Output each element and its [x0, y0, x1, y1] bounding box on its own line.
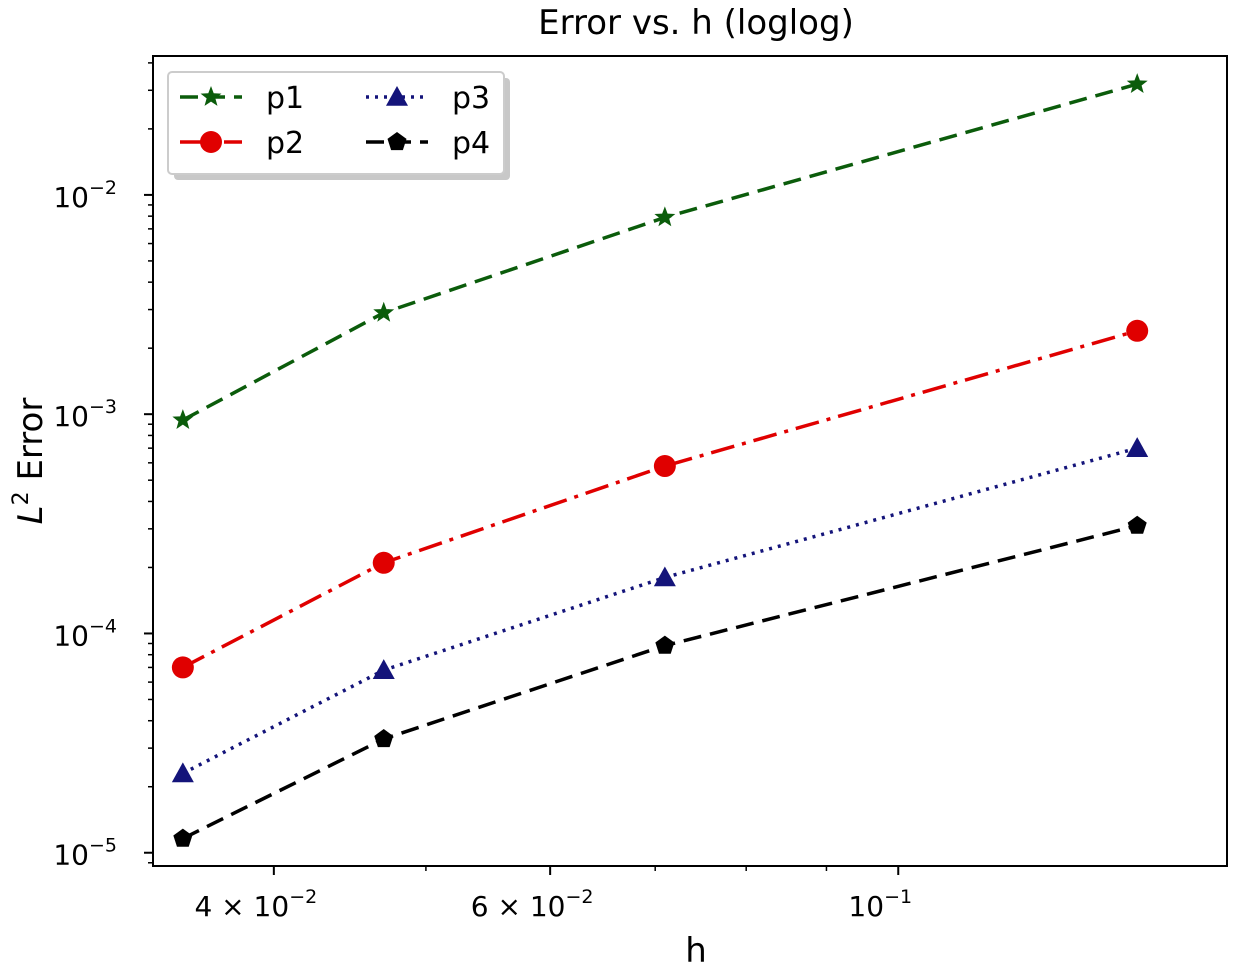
y-tick-label-base: 10	[53, 181, 89, 214]
x-tick-label-exp: −2	[566, 886, 594, 908]
data-point-p3	[653, 566, 676, 587]
x-tick-label-base: 10	[848, 890, 884, 923]
chart-title: Error vs. h (loglog)	[538, 3, 854, 43]
y-tick-label: 10−5	[53, 835, 117, 872]
data-point-p4	[173, 828, 193, 847]
data-point-p2	[1126, 319, 1149, 342]
y-tick-label-exp: −4	[89, 615, 117, 637]
legend-item-p3: p3	[366, 81, 490, 116]
series-layer	[171, 73, 1149, 847]
series-p3	[171, 437, 1149, 783]
y-axis-label: L2 Error	[9, 398, 51, 525]
x-tick-label-exp: −1	[884, 886, 912, 908]
legend-label: p3	[452, 81, 490, 116]
x-tick-label: 10−1	[848, 886, 912, 923]
y-tick-label-base: 10	[53, 839, 89, 872]
y-tick-label-exp: −2	[89, 177, 117, 199]
x-axis-ticks: 4 × 10−2 6 × 10−2 10−1	[194, 866, 912, 923]
plot-area: 4 × 10−2 6 × 10−2 10−1 10−510−410−310−2	[53, 55, 1228, 923]
data-point-p1	[654, 206, 676, 227]
legend-marker	[387, 132, 407, 151]
legend-label: p2	[266, 126, 304, 161]
legend: p1 p2 p3 p4	[167, 71, 510, 180]
plot-frame	[152, 55, 1228, 867]
y-tick-label-exp: −3	[89, 396, 117, 418]
legend-marker	[386, 86, 408, 106]
data-point-p3	[372, 659, 395, 679]
series-line-p1	[181, 82, 1138, 422]
legend-items: p1 p2 p3 p4	[180, 81, 490, 161]
data-point-p1	[1126, 73, 1148, 94]
y-axis-label-sup: 2	[9, 491, 34, 505]
y-tick-label: 10−3	[53, 396, 117, 433]
data-point-p3	[1126, 437, 1149, 457]
legend-label: p4	[452, 126, 490, 161]
data-point-p3	[171, 762, 194, 783]
y-axis-label-base: L	[11, 505, 51, 524]
legend-item-p2: p2	[180, 126, 304, 161]
y-tick-label: 10−2	[53, 177, 117, 214]
series-p1	[172, 73, 1148, 429]
y-tick-label: 10−4	[53, 615, 117, 652]
x-axis-label: h	[685, 931, 707, 970]
series-p4	[173, 515, 1147, 847]
legend-marker	[200, 131, 222, 153]
data-point-p4	[1127, 515, 1147, 534]
y-axis-label-rest: Error	[11, 398, 51, 492]
data-point-p1	[373, 301, 395, 322]
data-point-p4	[374, 729, 394, 748]
series-line-p3	[182, 446, 1138, 775]
legend-marker	[200, 86, 222, 106]
x-tick-label: 6 × 10−2	[471, 886, 594, 923]
data-point-p4	[655, 635, 675, 654]
data-point-p2	[171, 656, 194, 679]
legend-item-p4: p4	[366, 126, 490, 161]
y-tick-label-exp: −5	[89, 835, 117, 857]
series-line-p2	[181, 329, 1138, 669]
y-tick-label-base: 10	[53, 619, 89, 652]
series-line-p4	[182, 524, 1138, 841]
data-point-p2	[653, 455, 676, 478]
x-tick-label-base: 4 × 10	[194, 890, 289, 923]
y-axis-ticks: 10−510−410−310−2	[53, 62, 153, 872]
x-tick-label-base: 6 × 10	[471, 890, 566, 923]
data-point-p1	[172, 409, 194, 429]
y-tick-label-base: 10	[53, 400, 89, 433]
x-tick-label-exp: −2	[289, 886, 317, 908]
legend-label: p1	[266, 81, 304, 116]
series-p2	[171, 319, 1149, 679]
legend-item-p1: p1	[180, 81, 304, 116]
data-point-p2	[372, 551, 395, 574]
x-tick-label: 4 × 10−2	[194, 886, 317, 923]
